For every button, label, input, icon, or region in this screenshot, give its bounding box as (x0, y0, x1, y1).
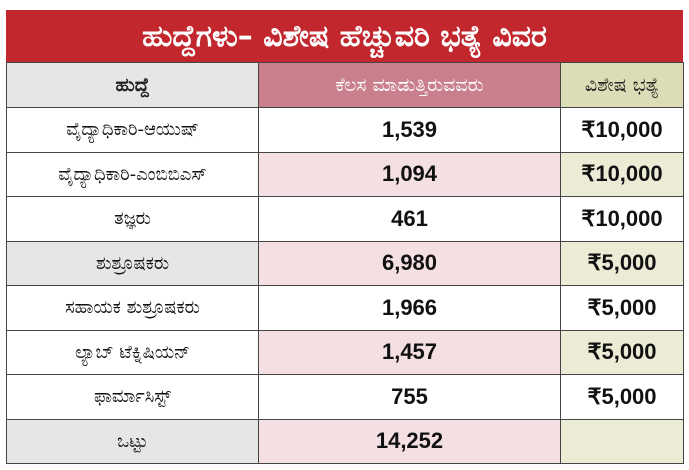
allowance-cell: ₹10,000 (560, 151, 684, 197)
post-cell: ಲ್ಯಾಬ್ ಟೆಕ್ನಿಷಿಯನ್ (6, 329, 259, 375)
table-row: ವೈದ್ಯಾಧಿಕಾರಿ-ಎಂಬಿಬಿಎಸ್ 1,094 ₹10,000 (6, 151, 684, 197)
allowance-cell: ₹5,000 (560, 285, 684, 331)
working-cell: 1,094 (258, 151, 561, 197)
post-cell: ತಜ್ಞರು (6, 196, 259, 242)
header-row: ಹುದ್ದೆ ಕೆಲಸ ಮಾಡುತ್ತಿರುವವರು ವಿಶೇಷ ಭತ್ಯೆ (6, 62, 684, 108)
allowance-cell: ₹5,000 (560, 374, 684, 420)
total-row: ಒಟ್ಟು 14,252 (6, 418, 684, 464)
header-allowance: ವಿಶೇಷ ಭತ್ಯೆ (560, 62, 684, 108)
table-row: ಫಾರ್ಮಾಸಿಸ್ಟ್ 755 ₹5,000 (6, 374, 684, 420)
post-cell: ವೈದ್ಯಾಧಿಕಾರಿ-ಆಯುಷ್ (6, 107, 259, 153)
total-working: 14,252 (258, 418, 561, 464)
total-allowance (560, 418, 684, 464)
working-cell: 1,457 (258, 329, 561, 375)
table-row: ಲ್ಯಾಬ್ ಟೆಕ್ನಿಷಿಯನ್ 1,457 ₹5,000 (6, 329, 684, 375)
total-label: ಒಟ್ಟು (6, 418, 259, 464)
table-title: ಹುದ್ದೆಗಳು– ವಿಶೇಷ ಹೆಚ್ಚುವರಿ ಭತ್ಯೆ ವಿವರ (6, 10, 683, 62)
header-post: ಹುದ್ದೆ (6, 62, 259, 108)
post-cell: ಶುಶ್ರೂಷಕರು (6, 240, 259, 286)
table-row: ಸಹಾಯಕ ಶುಶ್ರೂಷಕರು 1,966 ₹5,000 (6, 285, 684, 331)
post-cell: ಫಾರ್ಮಾಸಿಸ್ಟ್ (6, 374, 259, 420)
working-cell: 755 (258, 374, 561, 420)
table-row: ಶುಶ್ರೂಷಕರು 6,980 ₹5,000 (6, 240, 684, 286)
post-cell: ಸಹಾಯಕ ಶುಶ್ರೂಷಕರು (6, 285, 259, 331)
post-cell: ವೈದ್ಯಾಧಿಕಾರಿ-ಎಂಬಿಬಿಎಸ್ (6, 151, 259, 197)
working-cell: 6,980 (258, 240, 561, 286)
table-row: ವೈದ್ಯಾಧಿಕಾರಿ-ಆಯುಷ್ 1,539 ₹10,000 (6, 107, 684, 153)
working-cell: 1,966 (258, 285, 561, 331)
working-cell: 1,539 (258, 107, 561, 153)
allowance-cell: ₹5,000 (560, 240, 684, 286)
table-row: ತಜ್ಞರು 461 ₹10,000 (6, 196, 684, 242)
allowance-cell: ₹10,000 (560, 196, 684, 242)
allowance-cell: ₹10,000 (560, 107, 684, 153)
allowance-table: ಹುದ್ದೆ ಕೆಲಸ ಮಾಡುತ್ತಿರುವವರು ವಿಶೇಷ ಭತ್ಯೆ ವ… (6, 62, 684, 464)
working-cell: 461 (258, 196, 561, 242)
allowance-cell: ₹5,000 (560, 329, 684, 375)
header-working: ಕೆಲಸ ಮಾಡುತ್ತಿರುವವರು (258, 62, 561, 108)
